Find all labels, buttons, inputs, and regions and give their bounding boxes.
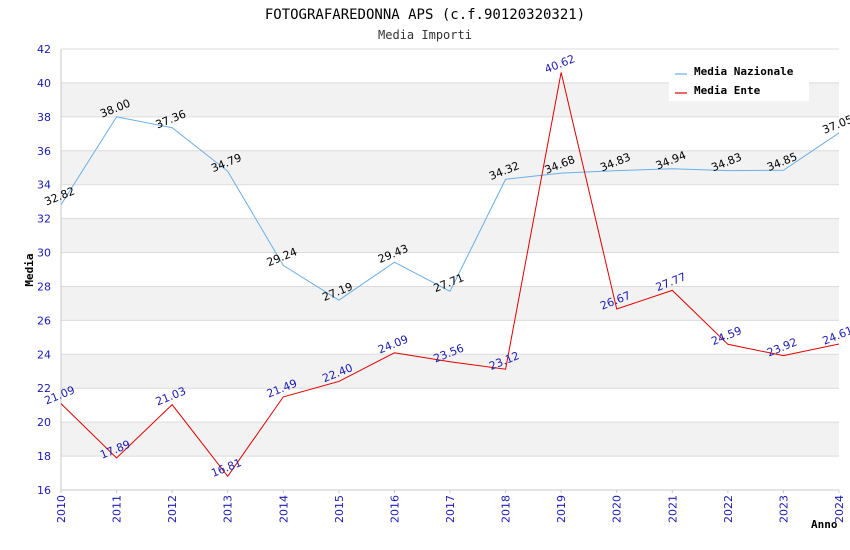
y-tick-label: 18 bbox=[37, 450, 51, 463]
legend-label-ente: Media Ente bbox=[694, 84, 761, 97]
x-tick-label: 2016 bbox=[388, 495, 401, 523]
y-tick-label: 24 bbox=[37, 348, 51, 361]
chart-subtitle: Media Importi bbox=[378, 28, 472, 42]
series-line-ente bbox=[60, 72, 840, 478]
x-tick-label: 2010 bbox=[55, 495, 68, 523]
x-tick-label: 2021 bbox=[666, 495, 679, 523]
x-tick-label: 2012 bbox=[166, 495, 179, 523]
x-tick-label: 2022 bbox=[722, 495, 735, 523]
y-tick-label: 30 bbox=[37, 247, 51, 260]
data-label: 40.62 bbox=[543, 52, 577, 76]
grid-band bbox=[61, 218, 839, 253]
grid-band bbox=[61, 354, 839, 389]
y-tick-labels: 16 18 20 22 24 26 28 30 32 34 36 38 40 42 bbox=[37, 43, 51, 497]
legend-box bbox=[669, 59, 809, 101]
y-tick-label: 42 bbox=[37, 43, 51, 56]
x-tick-label: 2017 bbox=[444, 495, 457, 523]
y-tick-label: 16 bbox=[37, 484, 51, 497]
x-tick-label: 2023 bbox=[777, 495, 790, 523]
x-tick-labels: 2010 2011 2012 2013 2014 2015 2016 2017 2018 2019… bbox=[55, 495, 846, 523]
grid-band bbox=[61, 150, 839, 185]
x-tick-label: 2013 bbox=[222, 495, 235, 523]
y-tick-label: 20 bbox=[37, 416, 51, 429]
axes bbox=[60, 49, 840, 493]
x-axis-label: Anno bbox=[811, 518, 838, 531]
series-lines bbox=[60, 72, 840, 478]
y-tick-label: 40 bbox=[37, 77, 51, 90]
x-tick-label: 2024 bbox=[833, 495, 846, 523]
x-tick-label: 2019 bbox=[555, 495, 568, 523]
series-line-nazionale bbox=[60, 116, 840, 301]
y-tick-label: 32 bbox=[37, 213, 51, 226]
y-tick-label: 22 bbox=[37, 382, 51, 395]
y-axis-label: Media bbox=[23, 253, 36, 286]
y-tick-label: 38 bbox=[37, 111, 51, 124]
grid-band bbox=[61, 286, 839, 321]
x-tick-label: 2011 bbox=[111, 495, 124, 523]
x-tick-label: 2015 bbox=[333, 495, 346, 523]
x-tick-label: 2018 bbox=[500, 495, 513, 523]
grid-band bbox=[61, 422, 839, 457]
y-tick-label: 34 bbox=[37, 179, 51, 192]
data-label: 24.61 bbox=[821, 324, 850, 348]
x-tick-label: 2020 bbox=[611, 495, 624, 523]
data-label: 24.59 bbox=[710, 324, 744, 348]
data-label: 24.09 bbox=[376, 333, 410, 357]
chart-title: FOTOGRAFAREDONNA APS (c.f.90120320321) bbox=[265, 7, 585, 23]
legend-label-nazionale: Media Nazionale bbox=[694, 65, 794, 78]
y-tick-label: 28 bbox=[37, 280, 51, 293]
x-tick-label: 2014 bbox=[277, 495, 290, 523]
legend: Media Nazionale Media Ente bbox=[669, 59, 809, 101]
y-tick-label: 26 bbox=[37, 314, 51, 327]
y-tick-label: 36 bbox=[37, 145, 51, 158]
